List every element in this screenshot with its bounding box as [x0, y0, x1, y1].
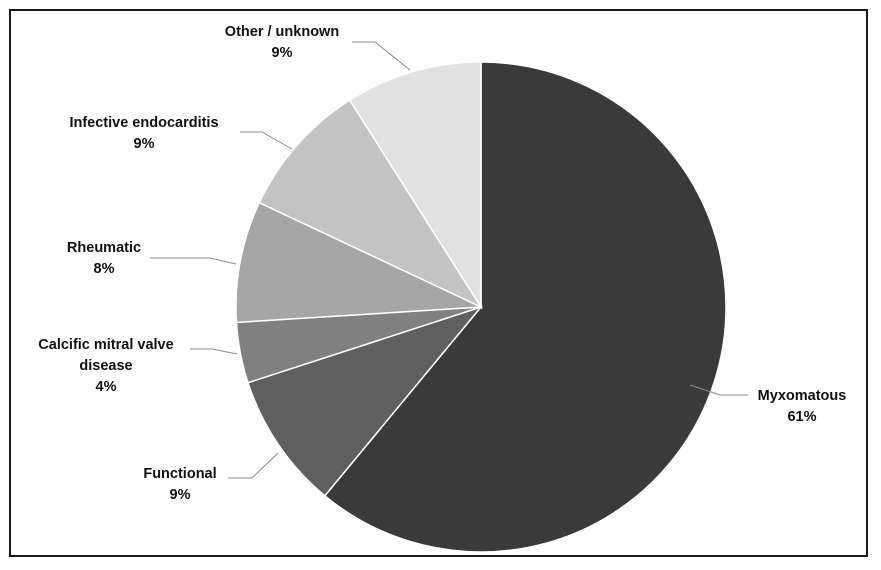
- slice-label: Rheumatic 8%: [67, 240, 141, 277]
- slice-label-percent: 61%: [787, 409, 816, 425]
- leader-line: [352, 41, 411, 71]
- pie-slice-infective-endocarditis: [258, 99, 484, 309]
- slice-label: Other / unknown 9%: [225, 24, 339, 61]
- slice-label-name: disease: [79, 358, 132, 374]
- leader-line: [190, 348, 238, 355]
- slice-label: Calcific mitral valve disease 4%: [38, 337, 173, 395]
- slice-label-percent: 9%: [170, 487, 191, 503]
- leader-lines: [150, 41, 748, 479]
- pie-slice-myxomatous: [323, 61, 727, 553]
- slice-label-name: Functional: [143, 466, 216, 482]
- slice-label-name: Rheumatic: [67, 240, 141, 256]
- slice-labels: Myxomatous 61% Functional 9% Calcific mitral…: [38, 24, 846, 503]
- slice-label: Infective endocarditis 9%: [69, 115, 218, 152]
- pie-slices: [235, 61, 727, 553]
- slice-label-name: Myxomatous: [758, 388, 847, 404]
- leader-line: [228, 452, 279, 479]
- pie-slice-rheumatic: [235, 201, 482, 324]
- slice-label-name: Infective endocarditis: [69, 115, 218, 131]
- pie-slice-other-unknown: [348, 61, 482, 310]
- slice-label-percent: 9%: [134, 136, 155, 152]
- leader-line: [689, 384, 748, 396]
- pie-slice-functional: [247, 305, 484, 497]
- slice-label: Functional 9%: [143, 466, 216, 503]
- slice-label-percent: 4%: [96, 379, 117, 395]
- leader-line: [150, 257, 237, 265]
- slice-label-percent: 8%: [94, 261, 115, 277]
- slice-label-name: Calcific mitral valve: [38, 337, 173, 353]
- slice-label: Myxomatous 61%: [758, 388, 847, 425]
- leader-line: [240, 131, 293, 150]
- slice-label-percent: 9%: [272, 45, 293, 61]
- slice-label-name: Other / unknown: [225, 24, 339, 40]
